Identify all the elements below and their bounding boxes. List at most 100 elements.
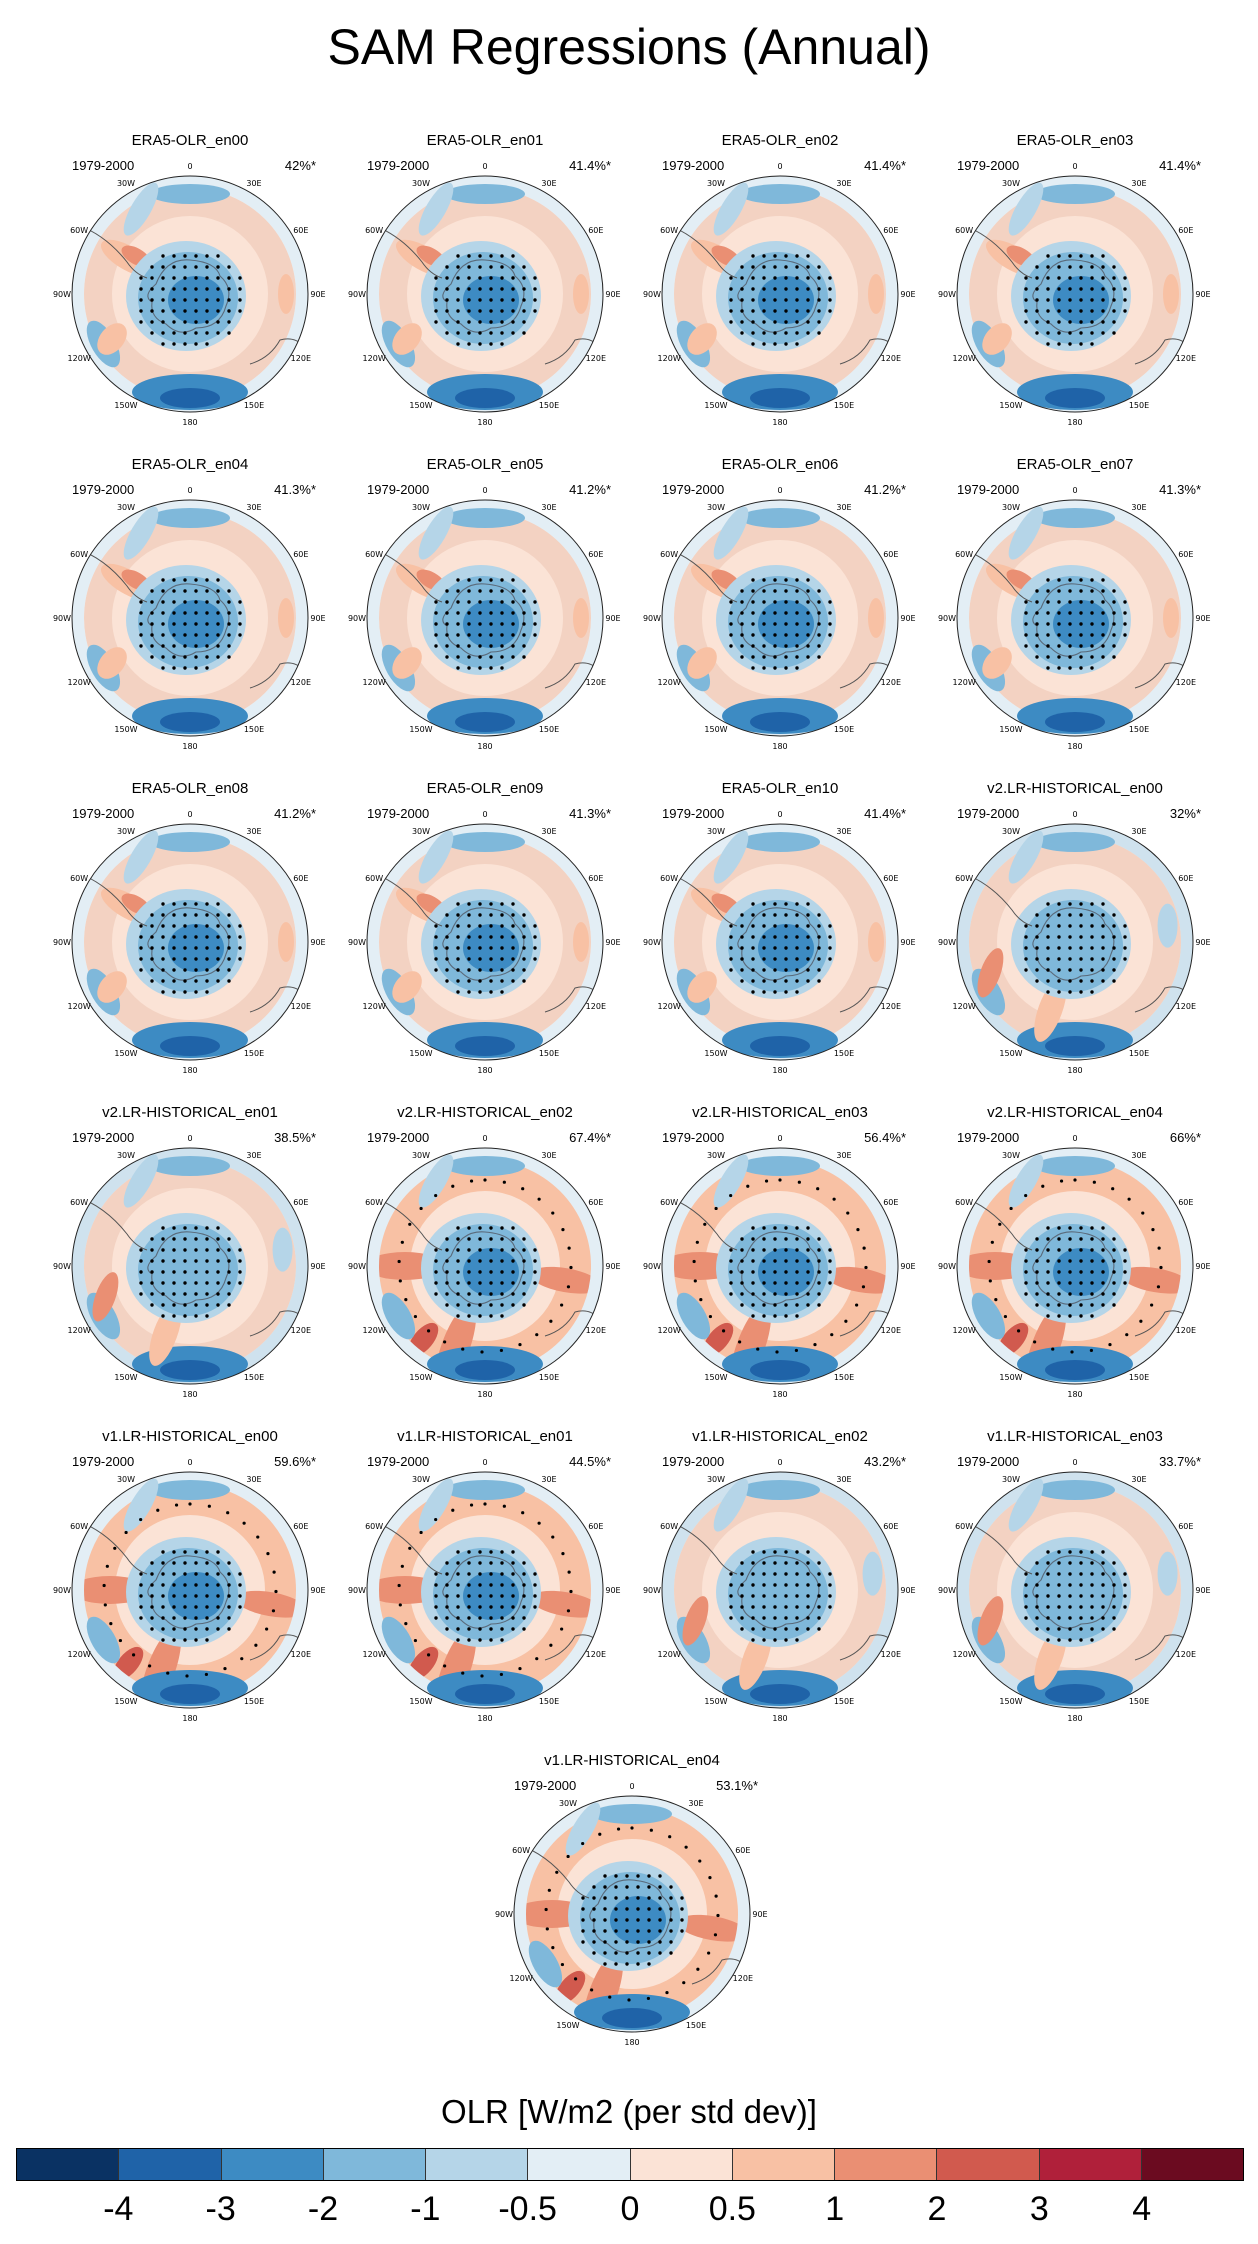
panel-variance-label: 66%* xyxy=(1169,1130,1201,1145)
significance-stippling xyxy=(1024,578,1127,670)
longitude-label: 0 xyxy=(482,162,487,171)
longitude-label: 90W xyxy=(643,1262,661,1271)
longitude-label: 120E xyxy=(1176,1326,1196,1335)
colorbar-tick-label: -2 xyxy=(307,2190,339,2228)
map-border xyxy=(956,175,1194,413)
longitude-label: 120E xyxy=(1176,1002,1196,1011)
longitude-label: 150E xyxy=(834,1049,854,1058)
positive-anomaly xyxy=(1163,598,1179,638)
longitude-label: 120W xyxy=(658,354,681,363)
longitude-label: 90E xyxy=(900,290,915,299)
map-panel: 0 30E 60E 90E 120E 150E 180 150W 120W 90W 60W 30W v2… xyxy=(935,1104,1215,1404)
map-border xyxy=(366,1471,604,1709)
negative-anomaly xyxy=(750,388,810,408)
negative-anomaly xyxy=(418,1154,454,1208)
longitude-label: 120W xyxy=(658,1326,681,1335)
longitude-label: 90W xyxy=(348,1262,366,1271)
panel-variance-label: 44.5%* xyxy=(569,1454,611,1469)
longitude-label: 180 xyxy=(772,1390,787,1399)
negative-anomaly xyxy=(528,1940,563,1988)
antarctica-coastline xyxy=(147,259,230,333)
panel-variance-label: 38.5%* xyxy=(274,1130,316,1145)
panel-title: ERA5-OLR_en05 xyxy=(426,456,544,473)
map-border xyxy=(71,1471,309,1709)
panel-variance-label: 56.4%* xyxy=(864,1130,906,1145)
significance-stippling xyxy=(397,1178,573,1354)
panel-period-label: 1979-2000 xyxy=(957,158,1020,173)
antarctica-coastline xyxy=(589,1879,672,1953)
longitude-label: 120E xyxy=(881,354,901,363)
negative-anomaly xyxy=(1157,903,1178,948)
longitude-label: 150W xyxy=(999,401,1022,410)
map-panel: 0 30E 60E 90E 120E 150E 180 150W 120W 90W 60W 30W v1… xyxy=(50,1428,330,1728)
map-panel: 0 30E 60E 90E 120E 150E 180 150W 120W 90W 60W 30W ER… xyxy=(50,780,330,1080)
significance-stippling xyxy=(102,1502,278,1678)
map-panel: 0 30E 60E 90E 120E 150E 180 150W 120W 90W 60W 30W ER… xyxy=(50,456,330,756)
longitude-label: 180 xyxy=(182,1066,197,1075)
polar-map: 0 30E 60E 90E 120E 150E 180 150W 120W 90W 60W 30W xyxy=(938,1458,1211,1723)
negative-anomaly xyxy=(445,832,525,852)
antarctica-coastline xyxy=(737,1555,820,1629)
negative-anomaly xyxy=(123,1154,159,1208)
panel-variance-label: 43.2%* xyxy=(864,1454,906,1469)
south-america-coastline xyxy=(664,1195,738,1251)
longitude-label: 60E xyxy=(1178,226,1193,235)
panel-period-label: 1979-2000 xyxy=(72,806,135,821)
map-panel: 0 30E 60E 90E 120E 150E 180 150W 120W 90W 60W 30W v2… xyxy=(935,780,1215,1080)
longitude-label: 30E xyxy=(688,1799,703,1808)
significance-stippling xyxy=(544,1826,720,2002)
longitude-label: 60E xyxy=(588,550,603,559)
panel-variance-label: 67.4%* xyxy=(569,1130,611,1145)
longitude-label: 60E xyxy=(293,1198,308,1207)
panel-variance-label: 41.3%* xyxy=(569,806,611,821)
longitude-label: 120W xyxy=(68,1326,91,1335)
negative-anomaly xyxy=(150,832,230,852)
south-america-coastline xyxy=(369,547,443,603)
longitude-label: 90W xyxy=(938,938,956,947)
longitude-label: 150E xyxy=(686,2021,706,2030)
south-america-coastline xyxy=(664,1519,738,1575)
longitude-label: 150E xyxy=(834,401,854,410)
longitude-label: 30W xyxy=(1002,503,1020,512)
polar-map: 0 30E 60E 90E 120E 150E 180 150W 120W 90W 60W 30W xyxy=(938,810,1211,1075)
longitude-label: 120W xyxy=(658,1650,681,1659)
map-panel: 0 30E 60E 90E 120E 150E 180 150W 120W 90W 60W 30W ER… xyxy=(935,456,1215,756)
negative-anomaly xyxy=(160,388,220,408)
antarctica-coastline xyxy=(147,1555,230,1629)
panel-period-label: 1979-2000 xyxy=(367,1454,430,1469)
longitude-label: 150W xyxy=(556,2021,579,2030)
panel-period-label: 1979-2000 xyxy=(72,482,135,497)
panel-title: v1.LR-HISTORICAL_en00 xyxy=(102,1428,278,1445)
longitude-label: 150E xyxy=(244,401,264,410)
longitude-label: 180 xyxy=(1067,1066,1082,1075)
longitude-label: 150W xyxy=(704,725,727,734)
map-border xyxy=(71,175,309,413)
longitude-label: 60W xyxy=(660,1522,678,1531)
negative-anomaly xyxy=(445,1480,525,1500)
positive-anomaly xyxy=(97,323,127,355)
longitude-label: 30W xyxy=(707,179,725,188)
significance-stippling xyxy=(434,902,537,994)
panel-period-label: 1979-2000 xyxy=(72,1454,135,1469)
panel-variance-label: 41.4%* xyxy=(569,158,611,173)
longitude-label: 120W xyxy=(68,1650,91,1659)
longitude-label: 30E xyxy=(1131,1475,1146,1484)
longitude-label: 30E xyxy=(246,827,261,836)
polar-map: 0 30E 60E 90E 120E 150E 180 150W 120W 90W 60W 30W xyxy=(938,162,1211,427)
negative-anomaly xyxy=(381,1292,416,1340)
longitude-label: 60E xyxy=(883,550,898,559)
longitude-label: 90W xyxy=(938,1262,956,1271)
longitude-label: 60E xyxy=(1178,1198,1193,1207)
panel-title: v2.LR-HISTORICAL_en03 xyxy=(692,1104,868,1121)
negative-anomaly xyxy=(86,1616,121,1664)
positive-anomaly xyxy=(530,1266,602,1294)
longitude-label: 150W xyxy=(409,1049,432,1058)
panel-title: v2.LR-HISTORICAL_en04 xyxy=(987,1104,1163,1121)
longitude-label: 30E xyxy=(246,503,261,512)
longitude-label: 180 xyxy=(182,742,197,751)
longitude-label: 120W xyxy=(953,1326,976,1335)
significance-stippling xyxy=(139,254,242,346)
longitude-label: 150W xyxy=(114,1049,137,1058)
panel-variance-label: 42%* xyxy=(284,158,316,173)
longitude-label: 60E xyxy=(1178,550,1193,559)
